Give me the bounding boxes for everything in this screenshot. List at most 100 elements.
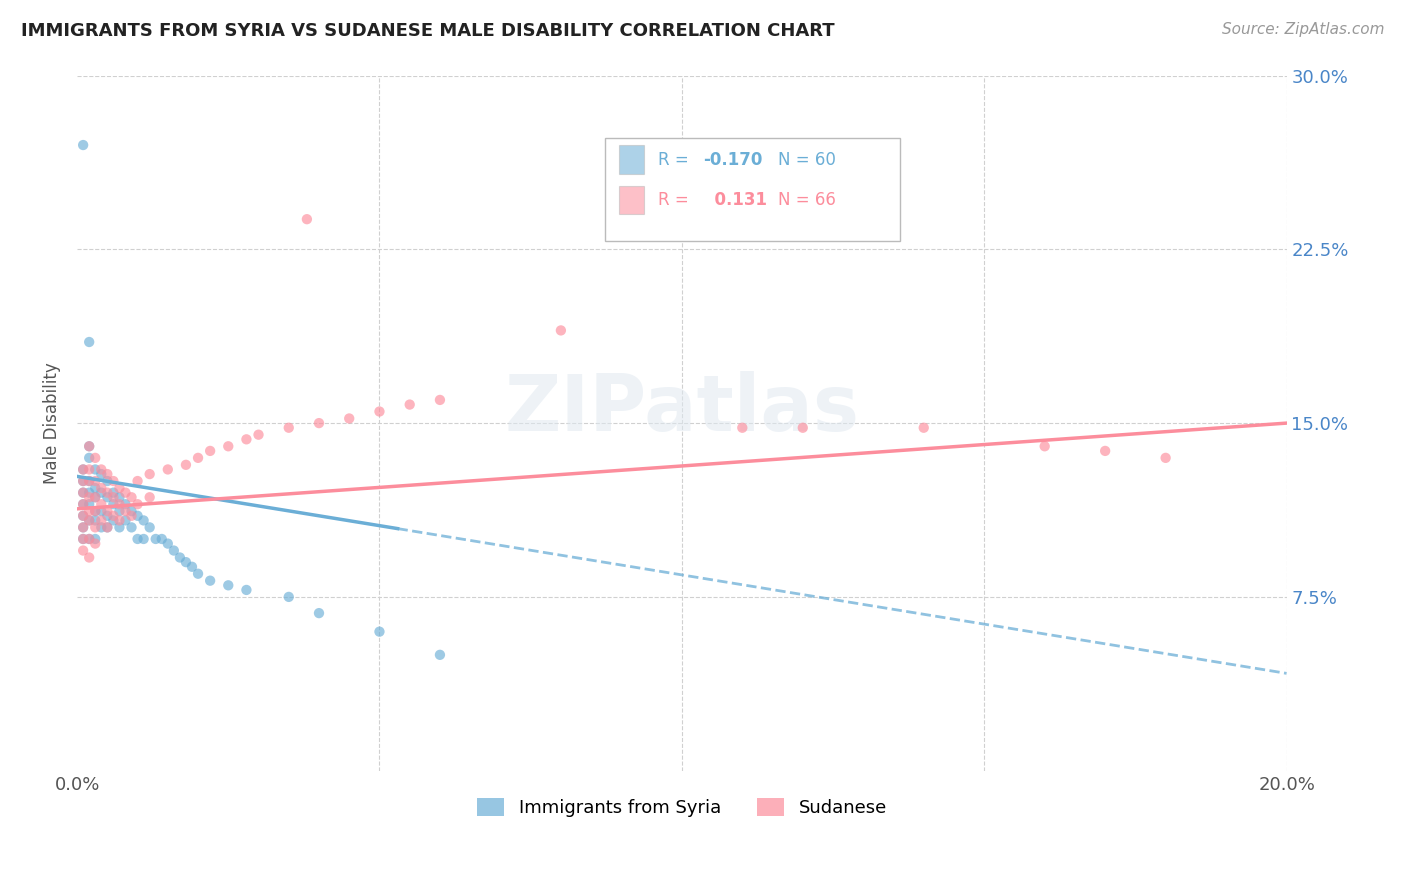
- Point: [77, 490, 100, 504]
- Point: [90, 513, 112, 527]
- Point: [792, 421, 814, 435]
- Text: Source: ZipAtlas.com: Source: ZipAtlas.com: [1222, 22, 1385, 37]
- Point: [77, 439, 100, 453]
- Point: [114, 513, 136, 527]
- Point: [72, 474, 94, 488]
- Point: [72, 532, 94, 546]
- Point: [731, 421, 754, 435]
- Point: [174, 458, 197, 472]
- Point: [121, 508, 143, 523]
- Point: [337, 411, 360, 425]
- Point: [127, 497, 149, 511]
- Text: ZIPatlas: ZIPatlas: [505, 371, 859, 447]
- Text: IMMIGRANTS FROM SYRIA VS SUDANESE MALE DISABILITY CORRELATION CHART: IMMIGRANTS FROM SYRIA VS SUDANESE MALE D…: [21, 22, 835, 40]
- Point: [217, 439, 239, 453]
- Point: [235, 433, 257, 447]
- Point: [127, 532, 149, 546]
- Point: [121, 490, 143, 504]
- Point: [121, 504, 143, 518]
- Point: [72, 474, 94, 488]
- Point: [132, 513, 155, 527]
- Point: [90, 520, 112, 534]
- Point: [72, 520, 94, 534]
- Point: [163, 543, 186, 558]
- Point: [90, 485, 112, 500]
- Point: [174, 555, 197, 569]
- Point: [277, 421, 299, 435]
- Point: [72, 485, 94, 500]
- Point: [90, 462, 112, 476]
- Point: [108, 497, 131, 511]
- Point: [90, 497, 112, 511]
- Point: [127, 474, 149, 488]
- Point: [550, 323, 572, 337]
- Point: [72, 508, 94, 523]
- Point: [72, 462, 94, 476]
- Point: [181, 559, 204, 574]
- Point: [96, 504, 118, 518]
- Point: [84, 474, 107, 488]
- Point: [90, 504, 112, 518]
- Point: [96, 474, 118, 488]
- Point: [72, 543, 94, 558]
- Point: [138, 467, 160, 481]
- Point: [96, 520, 118, 534]
- Point: [217, 578, 239, 592]
- Point: [77, 450, 100, 465]
- Point: [77, 462, 100, 476]
- Point: [84, 450, 107, 465]
- Point: [84, 481, 107, 495]
- Point: [72, 497, 94, 511]
- Point: [77, 497, 100, 511]
- Point: [84, 513, 107, 527]
- Point: [96, 467, 118, 481]
- Point: [114, 485, 136, 500]
- Point: [912, 421, 935, 435]
- Point: [295, 212, 318, 227]
- Point: [187, 566, 209, 581]
- Point: [308, 416, 330, 430]
- Point: [77, 532, 100, 546]
- Point: [145, 532, 167, 546]
- Point: [77, 504, 100, 518]
- Point: [671, 212, 693, 227]
- Text: 0.131: 0.131: [703, 191, 768, 209]
- Point: [84, 532, 107, 546]
- Point: [77, 485, 100, 500]
- Point: [84, 490, 107, 504]
- Point: [198, 574, 221, 588]
- Y-axis label: Male Disability: Male Disability: [44, 362, 60, 484]
- Point: [103, 474, 125, 488]
- Point: [156, 462, 179, 476]
- Point: [1094, 444, 1116, 458]
- Point: [77, 550, 100, 565]
- Point: [96, 508, 118, 523]
- Point: [77, 439, 100, 453]
- Point: [103, 508, 125, 523]
- Point: [198, 444, 221, 458]
- Point: [132, 532, 155, 546]
- Point: [84, 536, 107, 550]
- Point: [96, 490, 118, 504]
- Point: [169, 550, 191, 565]
- Point: [77, 513, 100, 527]
- Point: [72, 532, 94, 546]
- Point: [121, 520, 143, 534]
- Text: -0.170: -0.170: [703, 151, 762, 169]
- Point: [156, 536, 179, 550]
- Point: [96, 485, 118, 500]
- Point: [127, 508, 149, 523]
- Point: [114, 504, 136, 518]
- Point: [138, 520, 160, 534]
- Point: [77, 474, 100, 488]
- Point: [103, 490, 125, 504]
- Point: [108, 520, 131, 534]
- Point: [77, 513, 100, 527]
- Point: [187, 450, 209, 465]
- Point: [150, 532, 173, 546]
- Point: [429, 648, 451, 662]
- Point: [72, 485, 94, 500]
- Point: [108, 504, 131, 518]
- Point: [72, 497, 94, 511]
- Point: [277, 590, 299, 604]
